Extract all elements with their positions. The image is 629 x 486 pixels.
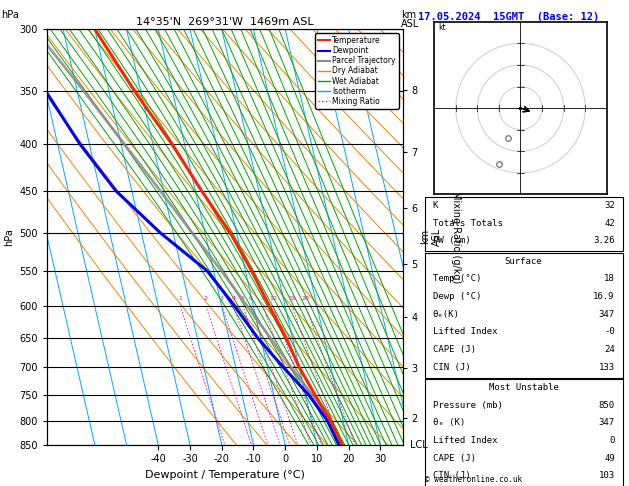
Text: CIN (J): CIN (J): [433, 471, 470, 480]
Text: PW (cm): PW (cm): [433, 236, 470, 245]
Text: hPa: hPa: [1, 10, 19, 20]
Legend: Temperature, Dewpoint, Parcel Trajectory, Dry Adiabat, Wet Adiabat, Isotherm, Mi: Temperature, Dewpoint, Parcel Trajectory…: [315, 33, 399, 109]
Bar: [425, 197, 623, 251]
Text: Temp (°C): Temp (°C): [433, 275, 481, 283]
Text: 6: 6: [248, 296, 252, 301]
Text: km: km: [401, 10, 416, 20]
Text: 15: 15: [288, 296, 296, 301]
Text: ASL: ASL: [401, 19, 420, 29]
Text: 5: 5: [241, 296, 245, 301]
Text: 850: 850: [599, 400, 615, 410]
Text: 3.26: 3.26: [593, 236, 615, 245]
Text: 347: 347: [599, 418, 615, 427]
Title: 14°35'N  269°31'W  1469m ASL: 14°35'N 269°31'W 1469m ASL: [136, 17, 314, 27]
Bar: [425, 253, 623, 378]
Text: CAPE (J): CAPE (J): [433, 453, 476, 463]
Text: 133: 133: [599, 363, 615, 372]
Text: CAPE (J): CAPE (J): [433, 345, 476, 354]
Y-axis label: km
ASL: km ASL: [421, 228, 442, 246]
Text: Lifted Index: Lifted Index: [433, 328, 497, 336]
Text: 17.05.2024  15GMT  (Base: 12): 17.05.2024 15GMT (Base: 12): [418, 12, 599, 22]
Text: 32: 32: [604, 201, 615, 210]
Text: Lifted Index: Lifted Index: [433, 436, 497, 445]
Text: Dewp (°C): Dewp (°C): [433, 292, 481, 301]
Text: 3: 3: [220, 296, 224, 301]
Text: θₑ (K): θₑ (K): [433, 418, 465, 427]
Text: -0: -0: [604, 328, 615, 336]
Text: 0: 0: [610, 436, 615, 445]
X-axis label: Dewpoint / Temperature (°C): Dewpoint / Temperature (°C): [145, 470, 305, 480]
Text: 2: 2: [204, 296, 208, 301]
Text: 42: 42: [604, 219, 615, 228]
Text: Most Unstable: Most Unstable: [489, 383, 559, 392]
Text: 24: 24: [604, 345, 615, 354]
Text: 16.9: 16.9: [593, 292, 615, 301]
Text: LCL: LCL: [409, 440, 427, 450]
Text: Mixing Ratio (g/kg): Mixing Ratio (g/kg): [451, 191, 461, 283]
Text: K: K: [433, 201, 438, 210]
Text: 1: 1: [178, 296, 182, 301]
Text: Surface: Surface: [505, 257, 542, 266]
Text: CIN (J): CIN (J): [433, 363, 470, 372]
Text: 347: 347: [599, 310, 615, 319]
Text: 8: 8: [261, 296, 265, 301]
Text: 18: 18: [604, 275, 615, 283]
Text: 4: 4: [231, 296, 235, 301]
Text: θₑ(K): θₑ(K): [433, 310, 459, 319]
Text: Pressure (mb): Pressure (mb): [433, 400, 503, 410]
Text: © weatheronline.co.uk: © weatheronline.co.uk: [425, 475, 521, 484]
Text: 49: 49: [604, 453, 615, 463]
Y-axis label: hPa: hPa: [4, 228, 14, 246]
Text: Totals Totals: Totals Totals: [433, 219, 503, 228]
Text: kt: kt: [438, 23, 446, 33]
Text: 20: 20: [301, 296, 309, 301]
Bar: [425, 379, 623, 486]
Text: 10: 10: [269, 296, 277, 301]
Text: 103: 103: [599, 471, 615, 480]
